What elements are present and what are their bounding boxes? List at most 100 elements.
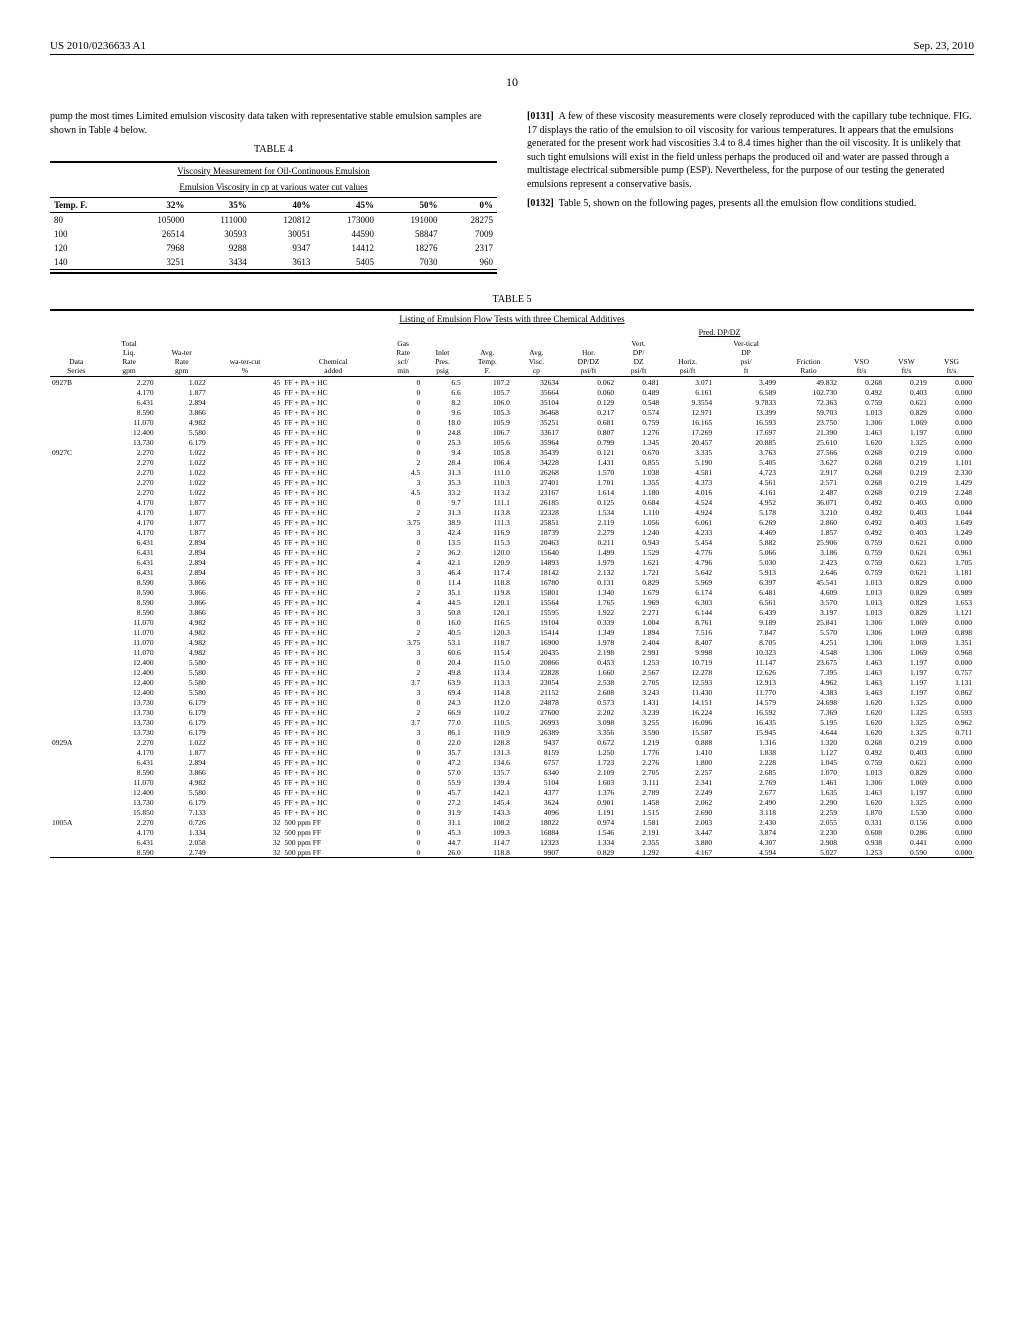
table5-cell: 12.400 (103, 787, 156, 797)
table5-cell: 13.730 (103, 707, 156, 717)
table5-cell: 20866 (512, 657, 561, 667)
table5-cell: 1.181 (929, 567, 974, 577)
table5-cell: 45 (208, 557, 283, 567)
table5-cell: 0.331 (839, 817, 884, 827)
table5-cell: 16.224 (661, 707, 714, 717)
table5-cell: 1.320 (778, 737, 839, 747)
table5-cell: 3.590 (616, 727, 661, 737)
table5-cell: 11.430 (661, 687, 714, 697)
table5-cell: 0.759 (839, 557, 884, 567)
table5-cell: 0.989 (929, 587, 974, 597)
table5-cell: 49.8 (422, 667, 462, 677)
table5-cell: 1.603 (561, 777, 616, 787)
table5-cell (50, 787, 103, 797)
table4-col-header: Temp. F. (50, 197, 125, 212)
table5-cell: 17.269 (661, 427, 714, 437)
table5-cell: 0.000 (929, 747, 974, 757)
table5-cell: 2.270 (103, 457, 156, 467)
table5-cell: 3 (384, 647, 422, 657)
table5-cell: 2.276 (616, 757, 661, 767)
table5-cell: 109.3 (463, 827, 512, 837)
table4-cell: 30593 (188, 227, 250, 241)
table5-cell: 118.8 (463, 847, 512, 857)
table5-cell: 26268 (512, 467, 561, 477)
table5-cell: 4.383 (778, 687, 839, 697)
pred-header: Pred. DP/DZ (661, 327, 778, 338)
table5-cell: 0.000 (929, 777, 974, 787)
table5-cell: 0.000 (929, 387, 974, 397)
table5-cell: 0.974 (561, 817, 616, 827)
table5-cell: 1.458 (616, 797, 661, 807)
table5-cell: 1.197 (884, 687, 929, 697)
table5-cell: 8.590 (103, 407, 156, 417)
table5-cell: 3.111 (616, 777, 661, 787)
table5-cell: 18.0 (422, 417, 462, 427)
table5-cell: 0.621 (884, 547, 929, 557)
table5-cell: 23.750 (778, 417, 839, 427)
table5-cell: 45 (208, 727, 283, 737)
table5-cell: 0.268 (839, 447, 884, 457)
table5-cell (50, 497, 103, 507)
table5-cell: 8159 (512, 747, 561, 757)
table5-cell: 1.022 (156, 457, 208, 467)
table5-row: 13.7306.17945FF + PA + HC024.3112.024878… (50, 697, 974, 707)
table5-cell: 1.979 (561, 557, 616, 567)
table5-cell: 35.1 (422, 587, 462, 597)
table5-cell: 5.195 (778, 717, 839, 727)
table5-cell: 1.180 (616, 487, 661, 497)
table4-label: TABLE 4 (50, 143, 497, 157)
table5-cell: 1.013 (839, 577, 884, 587)
table5-row: 11.0704.98245FF + PA + HC018.0105.935251… (50, 417, 974, 427)
table5-cell: 0 (384, 407, 422, 417)
table5-cell: 6.431 (103, 757, 156, 767)
table5-cell: 0.000 (929, 657, 974, 667)
table5-cell: 25851 (512, 517, 561, 527)
table5-cell: 4.796 (661, 557, 714, 567)
table5-cell: 0.129 (561, 397, 616, 407)
table5-cell: 4.161 (714, 487, 778, 497)
table5-cell: 1.429 (929, 477, 974, 487)
table5-cell: FF + PA + HC (282, 747, 384, 757)
table5-cell: 1.013 (839, 607, 884, 617)
table5-cell: 0 (384, 747, 422, 757)
table5-cell: 4.609 (778, 587, 839, 597)
table5-cell: 45 (208, 607, 283, 617)
table5-cell: 113.2 (463, 487, 512, 497)
table5-cell: 42.4 (422, 527, 462, 537)
table5-cell: 3.7 (384, 717, 422, 727)
table5-cell: 0 (384, 737, 422, 747)
table5-cell: FF + PA + HC (282, 537, 384, 547)
table5-cell (50, 607, 103, 617)
table5-cell: 0.672 (561, 737, 616, 747)
table5-cell: 3 (384, 687, 422, 697)
table5-cell: 45 (208, 667, 283, 677)
table5-cell (50, 727, 103, 737)
table5-cell: 36468 (512, 407, 561, 417)
table5-cell: 13.399 (714, 407, 778, 417)
table5-cell: 45.7 (422, 787, 462, 797)
table5-cell: 500 ppm FF (282, 817, 384, 827)
table5-cell: 6.179 (156, 717, 208, 727)
table5-cell: 1.334 (561, 837, 616, 847)
table5-cell: 11.070 (103, 417, 156, 427)
table5-cell: 6.397 (714, 577, 778, 587)
table5-cell: 0.441 (884, 837, 929, 847)
table5-cell: 13.730 (103, 797, 156, 807)
table5-cell: 0 (384, 827, 422, 837)
table5-cell: 24.698 (778, 697, 839, 707)
table5-cell: 1.022 (156, 737, 208, 747)
table5-cell: 0.621 (884, 567, 929, 577)
table5-cell: 131.3 (463, 747, 512, 757)
table5-cell: 1.340 (561, 587, 616, 597)
table5-cell: 0.403 (884, 497, 929, 507)
table5-cell: 2.270 (103, 467, 156, 477)
table5-cell: 2.259 (778, 807, 839, 817)
table5-cell: 1.978 (561, 637, 616, 647)
table5-cell: 45 (208, 627, 283, 637)
table5-cell: 2 (384, 587, 422, 597)
table5-row: 8.5903.86645FF + PA + HC350.8120.1155951… (50, 607, 974, 617)
table5-cell: 3.763 (714, 447, 778, 457)
table5-cell: 2.202 (561, 707, 616, 717)
table5-cell: 2.490 (714, 797, 778, 807)
table5-cell: 110.2 (463, 707, 512, 717)
